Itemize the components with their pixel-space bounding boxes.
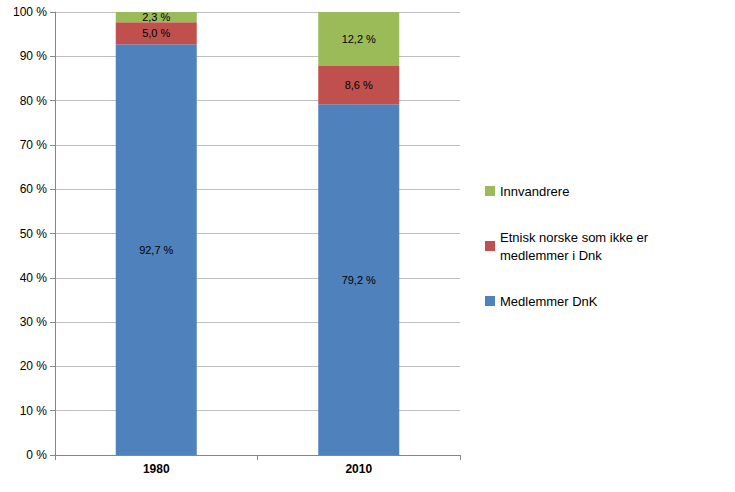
svg-text:100 %: 100 % bbox=[13, 5, 47, 19]
svg-text:10 %: 10 % bbox=[20, 404, 48, 418]
svg-text:8,6 %: 8,6 % bbox=[345, 79, 373, 91]
svg-text:60 %: 60 % bbox=[20, 182, 48, 196]
svg-text:30 %: 30 % bbox=[20, 315, 48, 329]
svg-text:12,2 %: 12,2 % bbox=[342, 33, 376, 45]
svg-text:Etnisk norske som ikke er: Etnisk norske som ikke er bbox=[500, 230, 652, 245]
svg-text:20 %: 20 % bbox=[20, 359, 48, 373]
svg-text:0 %: 0 % bbox=[26, 448, 47, 462]
svg-text:70 %: 70 % bbox=[20, 138, 48, 152]
svg-text:79,2 %: 79,2 % bbox=[342, 274, 376, 286]
svg-text:2010: 2010 bbox=[345, 462, 372, 476]
svg-text:1980: 1980 bbox=[143, 462, 170, 476]
svg-text:90 %: 90 % bbox=[20, 49, 48, 63]
svg-text:2,3 %: 2,3 % bbox=[142, 11, 170, 23]
svg-text:50 %: 50 % bbox=[20, 227, 48, 241]
svg-text:Medlemmer DnK: Medlemmer DnK bbox=[500, 294, 598, 309]
svg-text:5,0 %: 5,0 % bbox=[142, 27, 170, 39]
svg-text:40 %: 40 % bbox=[20, 271, 48, 285]
svg-text:medlemmer i Dnk: medlemmer i Dnk bbox=[500, 248, 602, 263]
svg-text:92,7 %: 92,7 % bbox=[139, 244, 173, 256]
svg-text:Innvandrere: Innvandrere bbox=[500, 184, 569, 199]
svg-text:80 %: 80 % bbox=[20, 94, 48, 108]
